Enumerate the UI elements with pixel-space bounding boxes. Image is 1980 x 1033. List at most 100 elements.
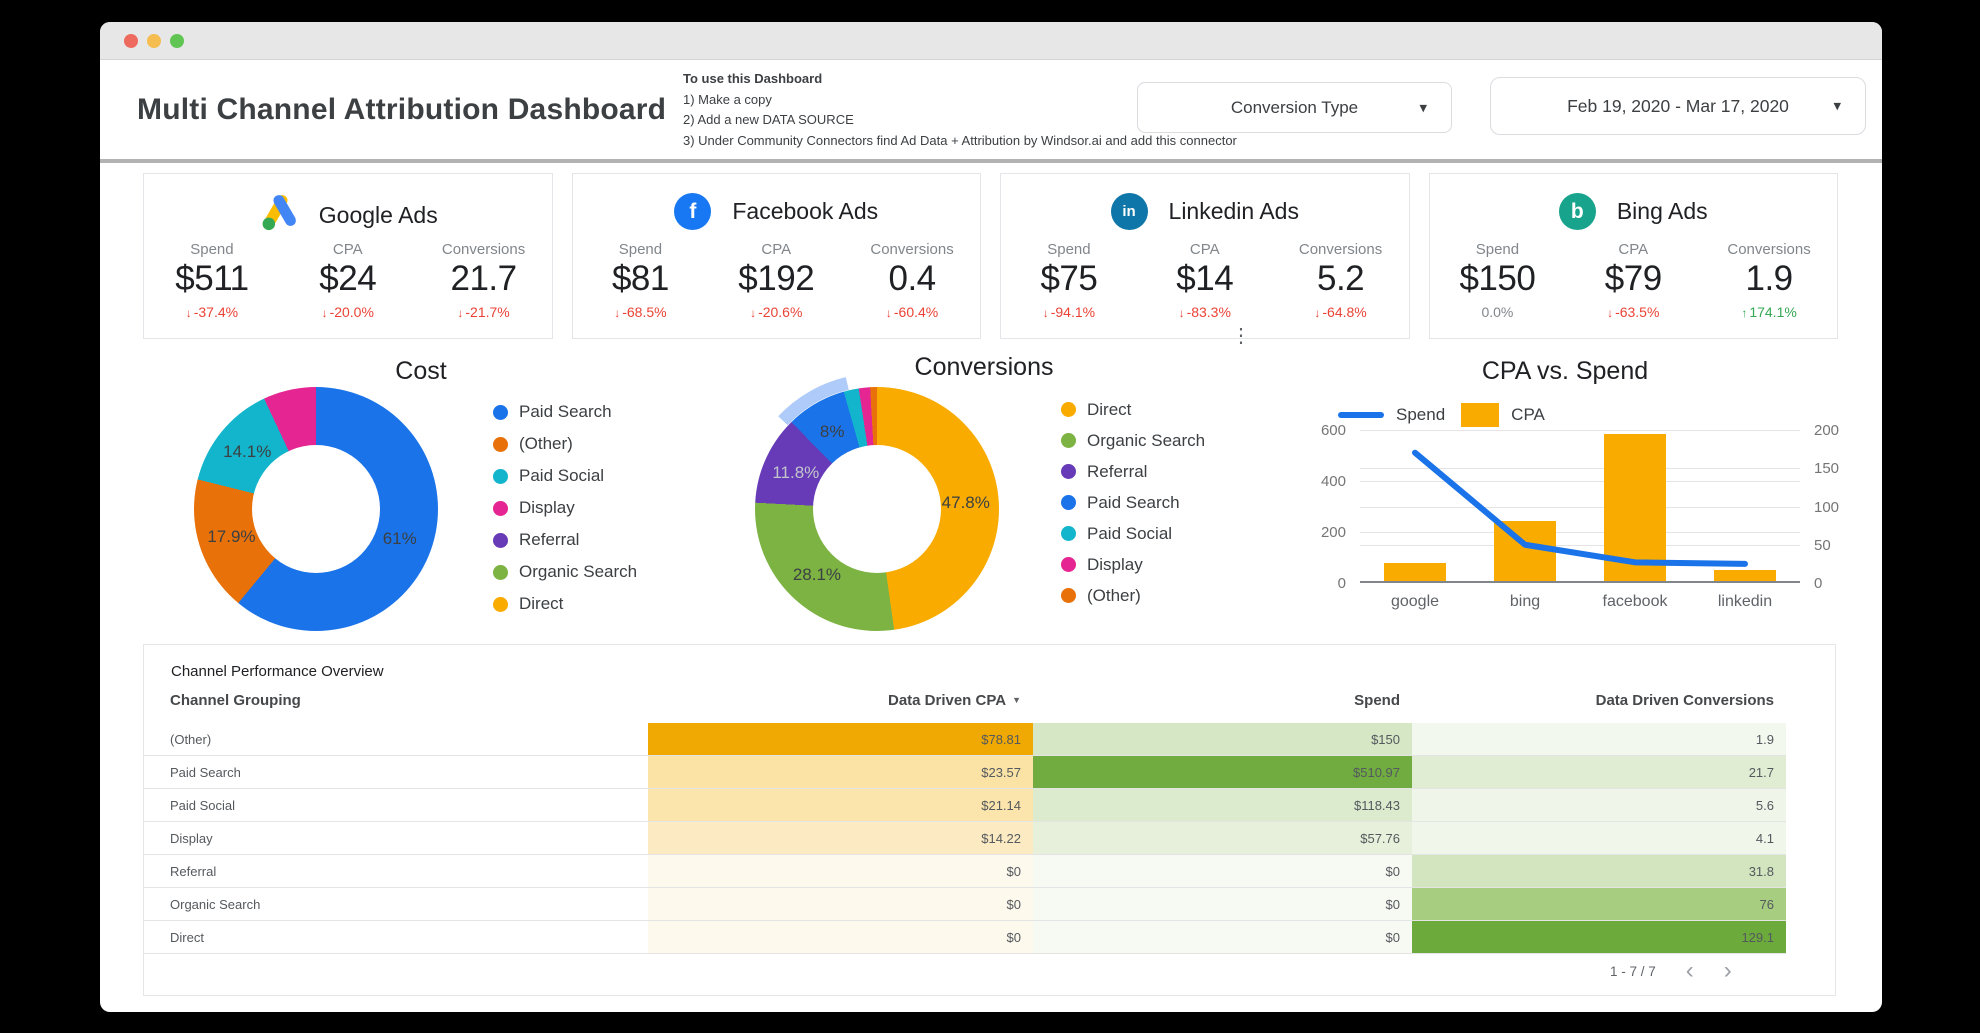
legend-label: Display (1087, 554, 1143, 574)
cell-data-driven-conversions: 1.9 (1412, 723, 1786, 755)
legend-item-other[interactable]: (Other) (1061, 580, 1205, 611)
google-ads-icon (258, 193, 298, 238)
metric-value: $24 (319, 259, 377, 298)
spend-line-series[interactable] (1360, 430, 1800, 583)
column-header-channel-grouping[interactable]: Channel Grouping (170, 692, 301, 709)
legend-color-dot (493, 404, 508, 420)
kpi-card-title: Linkedin Ads (1168, 198, 1299, 224)
metric-conversions: Conversions 0.4 ↓ -60.4% (844, 241, 980, 320)
metric-label: Spend (618, 241, 663, 258)
pagination-prev-icon[interactable]: ‹ (1685, 957, 1694, 984)
legend-color-dot (493, 436, 508, 452)
column-header-spend[interactable]: Spend (1354, 692, 1400, 709)
metric-label: Conversions (1298, 241, 1383, 258)
donut-selection-highlight (778, 377, 849, 426)
table-row-referral[interactable]: Referral $0 $0 31.8 (144, 855, 1786, 888)
kpi-card-header: Google Ads (144, 193, 552, 238)
legend-item-display[interactable]: Display (1061, 549, 1205, 580)
bar-linkedin-cpa[interactable] (1714, 570, 1776, 581)
legend-item-other[interactable]: (Other) (493, 428, 637, 460)
legend-color-dot (493, 468, 508, 484)
pagination-next-icon[interactable]: › (1723, 957, 1732, 984)
metric-value: 0.4 (888, 259, 936, 298)
legend-item-paid-social[interactable]: Paid Social (1061, 518, 1205, 549)
cell-data-driven-conversions: 21.7 (1412, 756, 1786, 788)
metric-label: Conversions (870, 241, 954, 258)
table-row-paid-social[interactable]: Paid Social $21.14 $118.43 5.6 (144, 789, 1786, 822)
bar-google-cpa[interactable] (1384, 562, 1446, 581)
donut-slice-label-referral: 11.8% (772, 462, 820, 482)
close-window-button[interactable] (124, 34, 138, 48)
kpi-card-google-ads: Google Ads Spend $511 ↓ -37.4% CPA $24 ↓ -20.0% C… (143, 173, 553, 339)
conversions-chart-legend: Direct Organic Search Referral Paid Search P… (1061, 394, 1205, 611)
conversion-type-dropdown[interactable]: Conversion Type ▾ (1137, 82, 1452, 133)
metric-label: Spend (1475, 241, 1520, 258)
legend-item-paid-search[interactable]: Paid Search (493, 396, 637, 428)
kebab-menu-icon[interactable]: ⋮ (1231, 325, 1251, 347)
conversion-type-label: Conversion Type (1230, 97, 1359, 117)
table-row-organic-search[interactable]: Organic Search $0 $0 76 (144, 888, 1786, 921)
cell-channel-grouping: Paid Social (170, 797, 236, 813)
table-row-direct[interactable]: Direct $0 $0 129.1 (144, 921, 1786, 954)
cell-data-driven-cpa: $0 (648, 888, 1033, 920)
legend-color-dot (1061, 433, 1076, 448)
legend-item-referral[interactable]: Referral (1061, 456, 1205, 487)
metric-value: 21.7 (450, 259, 518, 298)
cell-channel-grouping: Paid Search (170, 764, 241, 780)
legend-label: Organic Search (519, 562, 638, 581)
table-row-other[interactable]: (Other) $78.81 $150 1.9 (144, 723, 1786, 756)
column-header-data-driven-conversions[interactable]: Data Driven Conversions (1595, 692, 1774, 709)
metric-delta: ↓ -94.1% (1042, 304, 1096, 320)
kpi-card-linkedin-ads: in Linkedin Ads Spend $75 ↓ -94.1% CPA $14 ↓ -83.… (1000, 173, 1410, 339)
metric-label: Conversions (1727, 241, 1811, 258)
right-axis-tick: 150 (1814, 460, 1840, 478)
kpi-card-header: b Bing Ads (1430, 193, 1838, 230)
legend-color-dot (1061, 588, 1076, 603)
metric-conversions: Conversions 21.7 ↓ -21.7% (416, 241, 552, 320)
metric-delta: ↓ -20.6% (750, 304, 803, 320)
cpa-vs-spend-plot[interactable]: 0 200 400 600 0 50 100 150 200 google bing facebook… (1321, 422, 1839, 610)
gridline (1360, 507, 1800, 508)
legend-swatch-spend (1338, 412, 1384, 418)
kpi-card-title: Google Ads (318, 202, 438, 228)
kpi-card-row: Google Ads Spend $511 ↓ -37.4% CPA $24 ↓ -20.0% C… (143, 173, 1838, 339)
arrow-down-icon: ↓ (1042, 306, 1049, 320)
legend-item-organic-search[interactable]: Organic Search (493, 556, 637, 588)
metric-label: Conversions (441, 241, 526, 258)
cell-spend: $57.76 (1033, 822, 1412, 854)
legend-item-display[interactable]: Display (493, 492, 637, 524)
maximize-window-button[interactable] (170, 34, 184, 48)
metric-delta: ↓ -63.5% (1607, 304, 1660, 320)
cell-spend: $0 (1033, 855, 1412, 887)
arrow-down-icon: ↓ (1607, 306, 1614, 320)
legend-label: Direct (1087, 399, 1132, 419)
table-row-display[interactable]: Display $14.22 $57.76 4.1 (144, 822, 1786, 855)
conversions-donut-chart[interactable]: 47.8% 28.1% 11.8% 8% (755, 387, 999, 631)
column-header-data-driven-cpa[interactable]: Data Driven CPA ▼ (887, 692, 1021, 709)
dashboard-header: Multi Channel Attribution Dashboard To u… (100, 60, 1882, 163)
right-axis-tick: 100 (1814, 498, 1840, 516)
cell-data-driven-cpa: $23.57 (648, 756, 1033, 788)
legend-item-organic-search[interactable]: Organic Search (1061, 425, 1205, 456)
legend-item-referral[interactable]: Referral (493, 524, 637, 556)
cost-donut-chart[interactable]: 61% 17.9% 14.1% (194, 387, 438, 631)
arrow-down-icon: ↓ (457, 306, 464, 320)
legend-item-direct[interactable]: Direct (1061, 394, 1205, 425)
minimize-window-button[interactable] (147, 34, 161, 48)
table-row-paid-search[interactable]: Paid Search $23.57 $510.97 21.7 (144, 756, 1786, 789)
kpi-metrics-row: Spend $75 ↓ -94.1% CPA $14 ↓ -83.3% Conversions 5… (1001, 241, 1409, 320)
legend-item-paid-search[interactable]: Paid Search (1061, 487, 1205, 518)
table-pagination: 1 - 7 / 7 ‹ › (1610, 957, 1732, 984)
metric-value: $511 (175, 259, 249, 298)
date-range-dropdown[interactable]: Feb 19, 2020 - Mar 17, 2020 ▾ (1490, 77, 1866, 135)
legend-label: Display (519, 498, 575, 517)
cell-spend: $118.43 (1033, 789, 1412, 821)
metric-value: 5.2 (1316, 259, 1365, 298)
table-body: (Other) $78.81 $150 1.9 Paid Search $23.57 $51… (144, 723, 1786, 954)
legend-item-paid-social[interactable]: Paid Social (493, 460, 637, 492)
donut-slice-label-paid-search: 61% (382, 529, 417, 549)
metric-conversions: Conversions 1.9 ↑ 174.1% (1701, 241, 1837, 320)
legend-item-direct[interactable]: Direct (493, 588, 637, 620)
arrow-down-icon: ↓ (750, 306, 757, 320)
metric-delta: ↑ 174.1% (1741, 304, 1797, 320)
